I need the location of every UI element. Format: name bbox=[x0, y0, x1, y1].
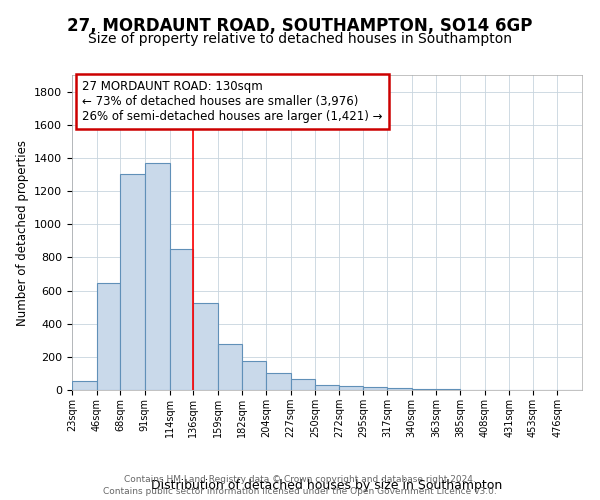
Bar bbox=[97, 283, 120, 390]
Bar bbox=[72, 381, 97, 390]
Bar bbox=[218, 344, 242, 390]
Y-axis label: Number of detached properties: Number of detached properties bbox=[16, 140, 29, 326]
Bar bbox=[290, 379, 315, 390]
Bar bbox=[266, 372, 290, 390]
Bar bbox=[387, 388, 412, 390]
Text: Contains HM Land Registry data © Crown copyright and database right 2024.: Contains HM Land Registry data © Crown c… bbox=[124, 476, 476, 484]
Bar bbox=[193, 303, 218, 390]
Text: 27, MORDAUNT ROAD, SOUTHAMPTON, SO14 6GP: 27, MORDAUNT ROAD, SOUTHAMPTON, SO14 6GP bbox=[67, 18, 533, 36]
Bar bbox=[170, 249, 193, 390]
Bar bbox=[315, 385, 339, 390]
Bar bbox=[412, 389, 436, 390]
Text: Size of property relative to detached houses in Southampton: Size of property relative to detached ho… bbox=[88, 32, 512, 46]
Text: 27 MORDAUNT ROAD: 130sqm
← 73% of detached houses are smaller (3,976)
26% of sem: 27 MORDAUNT ROAD: 130sqm ← 73% of detach… bbox=[82, 80, 383, 122]
Bar bbox=[339, 386, 364, 390]
Text: Contains public sector information licensed under the Open Government Licence v3: Contains public sector information licen… bbox=[103, 486, 497, 496]
Bar bbox=[364, 387, 387, 390]
Bar bbox=[120, 174, 145, 390]
X-axis label: Distribution of detached houses by size in Southampton: Distribution of detached houses by size … bbox=[151, 479, 503, 492]
Bar bbox=[242, 361, 266, 390]
Bar bbox=[145, 163, 170, 390]
